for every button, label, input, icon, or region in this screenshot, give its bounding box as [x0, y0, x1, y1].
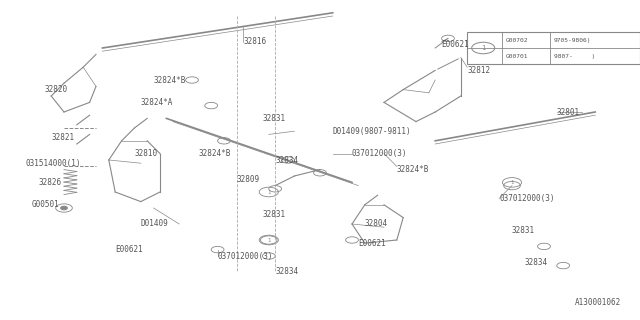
Text: E00621: E00621: [115, 245, 143, 254]
Text: D01409(9807-9811): D01409(9807-9811): [333, 127, 412, 136]
Text: 32831: 32831: [262, 210, 285, 219]
Text: 32824*B: 32824*B: [198, 149, 231, 158]
Text: D01409: D01409: [141, 220, 168, 228]
Text: 32820: 32820: [45, 85, 68, 94]
Text: G00501: G00501: [32, 200, 60, 209]
Text: 9807-     ): 9807- ): [554, 53, 595, 59]
Text: 32821: 32821: [51, 133, 74, 142]
Text: 32834: 32834: [275, 156, 298, 164]
Text: 32810: 32810: [134, 149, 157, 158]
Text: 32824*B: 32824*B: [154, 76, 186, 84]
Circle shape: [61, 206, 67, 210]
Text: 32826: 32826: [38, 178, 61, 187]
FancyBboxPatch shape: [467, 32, 640, 64]
Text: 031514000(1): 031514000(1): [26, 159, 81, 168]
Text: E00621: E00621: [358, 239, 386, 248]
Text: 32801: 32801: [557, 108, 580, 116]
Text: 32824*B: 32824*B: [397, 165, 429, 174]
Text: 9705-9806): 9705-9806): [554, 37, 591, 43]
Text: 32804: 32804: [365, 220, 388, 228]
Text: 037012000(3): 037012000(3): [352, 149, 408, 158]
Text: 32834: 32834: [525, 258, 548, 267]
Text: 037012000(3): 037012000(3): [218, 252, 273, 260]
Text: 32816: 32816: [243, 37, 266, 46]
Text: 037012000(3): 037012000(3): [499, 194, 555, 203]
Text: 1: 1: [267, 237, 271, 243]
Text: 32809: 32809: [237, 175, 260, 184]
Text: 1: 1: [267, 189, 271, 195]
Text: 32834: 32834: [275, 268, 298, 276]
Text: 32824*A: 32824*A: [141, 98, 173, 107]
Text: 32831: 32831: [262, 114, 285, 123]
Text: A130001062: A130001062: [575, 298, 621, 307]
Text: 32831: 32831: [512, 226, 535, 235]
Text: 1: 1: [510, 180, 514, 185]
Text: G00701: G00701: [506, 53, 528, 59]
Text: 1: 1: [481, 45, 485, 51]
Text: 32812: 32812: [467, 66, 490, 75]
Text: G00702: G00702: [506, 37, 528, 43]
Text: E00621: E00621: [442, 40, 469, 49]
